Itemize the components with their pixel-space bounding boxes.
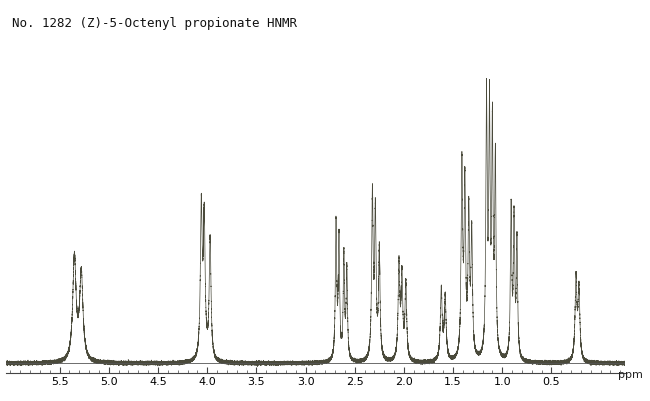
Text: No. 1282 (Z)-5-Octenyl propionate HNMR: No. 1282 (Z)-5-Octenyl propionate HNMR bbox=[12, 17, 297, 30]
Text: ppm: ppm bbox=[618, 370, 643, 380]
